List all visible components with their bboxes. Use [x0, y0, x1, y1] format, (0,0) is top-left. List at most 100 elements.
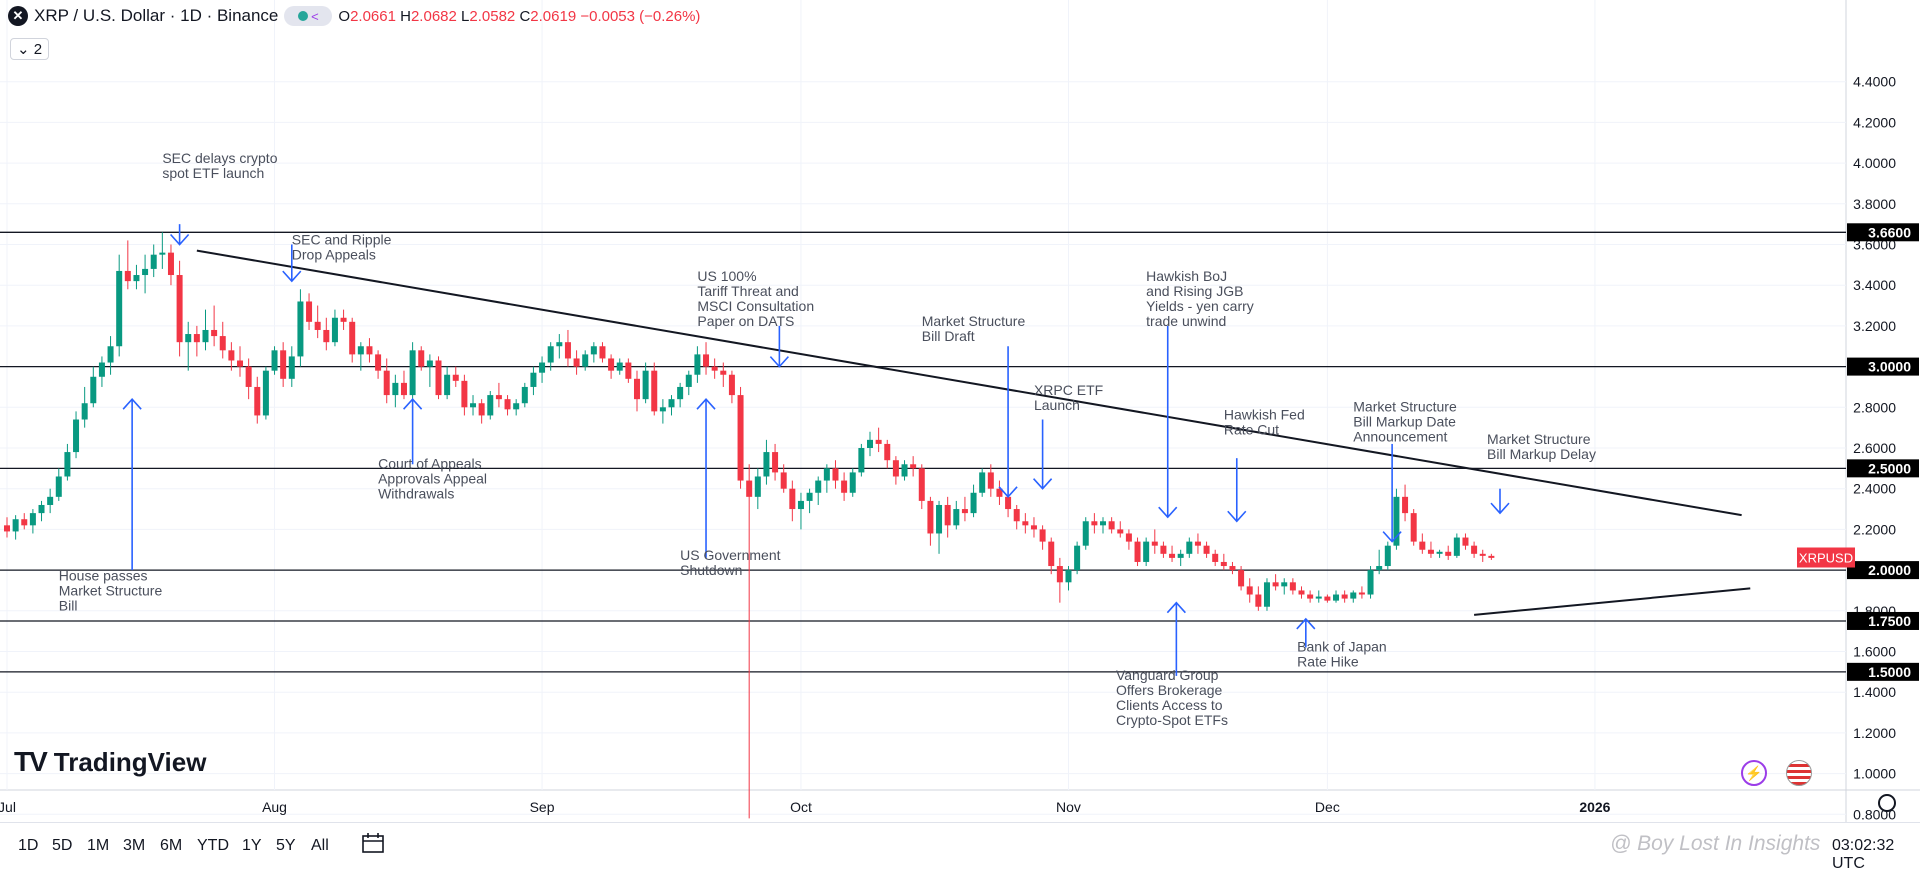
timeframe-5y[interactable]: 5Y [276, 837, 296, 854]
candle-body[interactable] [1238, 570, 1245, 587]
candle-body[interactable] [133, 275, 140, 282]
candle-body[interactable] [444, 374, 451, 396]
candle-body[interactable] [202, 329, 209, 343]
candle-body[interactable] [599, 346, 606, 359]
candle-body[interactable] [176, 275, 183, 343]
candle-body[interactable] [47, 496, 54, 505]
status-badge[interactable]: < [284, 6, 333, 26]
candle-body[interactable] [219, 336, 226, 351]
candle-body[interactable] [746, 480, 753, 497]
timeframe-5d[interactable]: 5D [52, 837, 73, 854]
candle-body[interactable] [694, 354, 701, 375]
candle-body[interactable] [116, 270, 123, 347]
timeframe-1m[interactable]: 1M [87, 837, 110, 854]
candle-body[interactable] [513, 403, 520, 410]
symbol-title[interactable]: XRP / U.S. Dollar · 1D · Binance [34, 6, 279, 25]
candle-body[interactable] [1065, 570, 1072, 583]
candle-body[interactable] [124, 270, 131, 282]
candle-body[interactable] [1177, 553, 1184, 558]
candle-body[interactable] [495, 395, 502, 400]
candle-body[interactable] [1289, 582, 1296, 591]
candle-body[interactable] [772, 452, 779, 473]
candle-body[interactable] [1117, 529, 1124, 534]
tradingview-logo[interactable]: TV TradingView [14, 746, 206, 778]
candle-body[interactable] [780, 472, 787, 489]
candle-body[interactable] [306, 301, 313, 322]
candle-body[interactable] [1471, 545, 1478, 554]
timeframe-3m[interactable]: 3M [123, 837, 146, 854]
candle-body[interactable] [73, 419, 80, 453]
candle-body[interactable] [789, 488, 796, 510]
candle-body[interactable] [547, 346, 554, 363]
candle-body[interactable] [1384, 545, 1391, 567]
candle-body[interactable] [1220, 561, 1227, 567]
candle-body[interactable] [521, 386, 528, 404]
candle-body[interactable] [1143, 541, 1150, 562]
candle-body[interactable] [271, 350, 278, 371]
candle-body[interactable] [573, 358, 580, 367]
candle-body[interactable] [1151, 541, 1158, 546]
candle-body[interactable] [1100, 521, 1107, 526]
candle-body[interactable] [1091, 521, 1098, 526]
candle-body[interactable] [849, 472, 856, 493]
candle-body[interactable] [806, 492, 813, 501]
timeframe-1y[interactable]: 1Y [242, 837, 262, 854]
candle-body[interactable] [659, 407, 666, 412]
candle-body[interactable] [211, 329, 218, 337]
candle-body[interactable] [1039, 529, 1046, 542]
candle-body[interactable] [1419, 541, 1426, 550]
candle-body[interactable] [159, 252, 166, 255]
candle-body[interactable] [107, 346, 114, 363]
candle-body[interactable] [280, 350, 287, 379]
candle-body[interactable] [470, 403, 477, 408]
candle-body[interactable] [90, 376, 97, 404]
candle-body[interactable] [711, 366, 718, 371]
candle-body[interactable] [867, 439, 873, 448]
calendar-icon[interactable] [362, 833, 384, 853]
candle-body[interactable] [21, 519, 28, 526]
candle-body[interactable] [901, 464, 908, 477]
candle-body[interactable] [1462, 537, 1469, 546]
candle-body[interactable] [1186, 541, 1193, 554]
candle-body[interactable] [1358, 592, 1365, 595]
candle-body[interactable] [737, 395, 744, 481]
candle-body[interactable] [1125, 533, 1132, 542]
candle-body[interactable] [763, 452, 770, 477]
candle-body[interactable] [262, 370, 269, 416]
candle-body[interactable] [150, 254, 157, 269]
candle-body[interactable] [1479, 553, 1486, 556]
us-flag-icon[interactable] [1786, 760, 1812, 786]
candle-body[interactable] [297, 301, 304, 357]
candle-body[interactable] [633, 378, 640, 400]
candle-body[interactable] [1402, 496, 1409, 514]
candle-body[interactable] [29, 513, 36, 526]
candle-body[interactable] [1194, 541, 1201, 546]
candle-body[interactable] [331, 317, 338, 343]
timeframe-ytd[interactable]: YTD [197, 837, 229, 854]
candle-body[interactable] [582, 354, 589, 367]
candle-body[interactable] [720, 370, 727, 375]
candle-body[interactable] [314, 321, 321, 330]
candle-body[interactable] [98, 362, 105, 377]
candle-body[interactable] [1134, 541, 1141, 562]
candle-body[interactable] [1074, 545, 1081, 571]
candle-body[interactable] [823, 468, 830, 481]
price-chart[interactable]: 0.80001.00001.20001.40001.60001.80002.00… [0, 0, 1920, 822]
candle-body[interactable] [409, 350, 416, 396]
candle-body[interactable] [1229, 566, 1236, 571]
candle-body[interactable] [677, 386, 684, 400]
candle-body[interactable] [1160, 545, 1167, 554]
settings-icon[interactable] [1878, 794, 1896, 812]
candle-body[interactable] [797, 500, 804, 510]
candle-body[interactable] [1108, 521, 1115, 530]
candle-body[interactable] [55, 476, 62, 497]
candle-body[interactable] [185, 334, 192, 343]
candle-body[interactable] [461, 380, 468, 408]
candle-body[interactable] [875, 439, 882, 444]
candle-body[interactable] [237, 360, 244, 367]
candle-body[interactable] [987, 472, 994, 489]
candle-body[interactable] [590, 346, 597, 355]
candle-body[interactable] [979, 472, 986, 493]
candle-body[interactable] [1307, 594, 1314, 599]
candle-body[interactable] [832, 468, 839, 481]
